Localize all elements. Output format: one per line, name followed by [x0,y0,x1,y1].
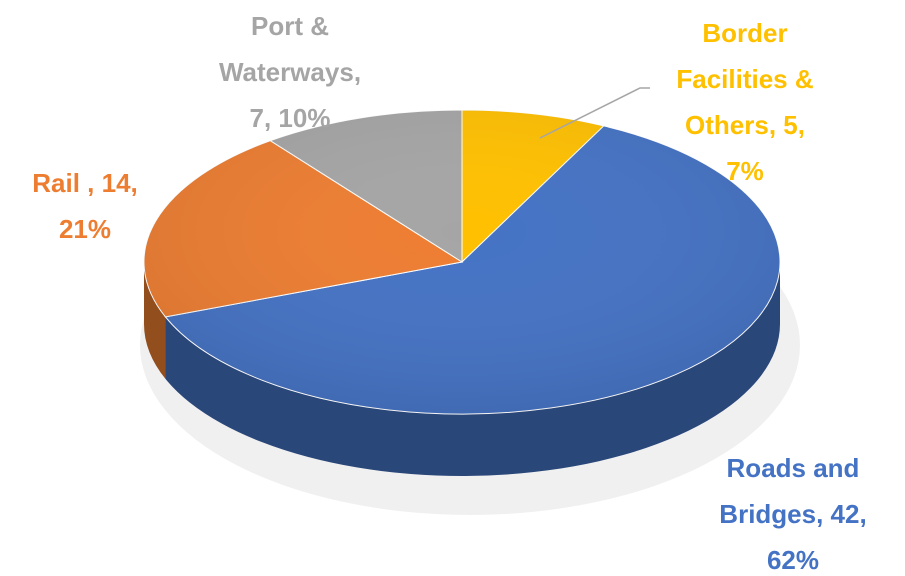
data-label: Rail , 14, 21% [32,168,138,244]
slice-side [165,262,781,476]
data-label: Port & Waterways, 7, 10% [219,11,361,133]
label-line: Port & [251,11,329,41]
data-label: Roads and Bridges, 42, 62% [719,453,866,575]
label-line: Others, 5, [685,110,805,140]
label-line: Roads and [727,453,860,483]
label-line: 21% [59,214,111,244]
label-line: Rail , 14, [32,168,138,198]
label-line: Facilities & [676,64,813,94]
slice-side [144,262,166,379]
label-line: Waterways, [219,57,361,87]
leader-line [539,87,650,139]
labels: Border Facilities & Others, 5, 7% Roads and B… [32,11,866,575]
slice-shading [144,110,780,414]
label-line: 62% [767,545,819,575]
label-line: Border [702,18,787,48]
data-label: Border Facilities & Others, 5, 7% [676,18,813,186]
label-line: Bridges, 42, [719,499,866,529]
label-line: 7% [726,156,764,186]
label-line: 7, 10% [250,103,331,133]
slices [143,109,781,476]
